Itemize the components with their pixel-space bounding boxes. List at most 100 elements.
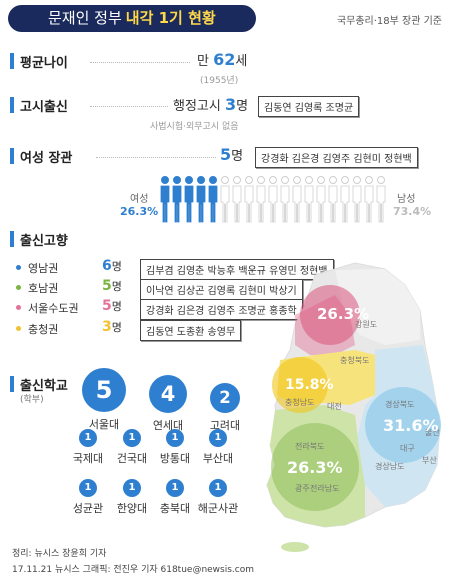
school-name: 서울대: [88, 418, 120, 431]
map-label: 전라남도: [310, 483, 339, 493]
hometown-region: 영남권: [28, 262, 59, 275]
hometown-count-unit: 명: [111, 260, 122, 273]
bubble-capital: [300, 285, 360, 345]
women-number: 5: [220, 145, 232, 164]
header-note: 국무총리·18부 장관 기준: [336, 16, 442, 27]
school-sub: (학부): [20, 395, 44, 405]
hometown-count: 3명: [102, 319, 122, 335]
exam-value: 행정고시 3명: [173, 95, 248, 114]
age-sub: (1955년): [200, 76, 239, 86]
hometown-dot: [16, 285, 21, 290]
exam-label: 고시출신: [20, 100, 68, 115]
hometown-count-number: 3: [102, 319, 112, 335]
exam-prefix: 행정고시: [173, 99, 225, 114]
school-count-circle: 1: [166, 479, 184, 497]
map-label: 충청남도: [285, 398, 314, 407]
map-label: 충청북도: [340, 356, 369, 365]
divider: [96, 157, 216, 158]
hometown-region: 호남권: [28, 282, 59, 295]
female-figure: [196, 176, 206, 223]
male-figure: [316, 176, 326, 223]
hometown-count: 5명: [102, 278, 122, 294]
age-prefix: 만: [197, 54, 214, 69]
school-count-circle: 1: [79, 479, 97, 497]
section-marker: [10, 148, 14, 164]
hometown-count-unit: 명: [111, 300, 122, 313]
footer-credit: 정리: 뉴시스 장윤희 기자: [12, 549, 107, 559]
korea-map: 강원도 충청북도 대전 경상북도 대구 경상남도 울산 부산 전라북도 전라남도…: [266, 262, 441, 552]
map-label: 강원도: [355, 319, 377, 329]
map-label: 경상북도: [385, 399, 414, 409]
age-label: 평균나이: [20, 56, 68, 71]
hometown-region: 충청권: [28, 323, 59, 336]
male-pct: 73.4%: [393, 205, 432, 218]
women-suffix: 명: [231, 149, 244, 164]
female-figure: [160, 176, 170, 223]
hometown-count-number: 5: [102, 298, 112, 314]
women-label: 여성 장관: [20, 151, 73, 166]
divider: [90, 106, 168, 107]
male-label: 남성: [397, 194, 416, 205]
map-label: 광주: [295, 483, 310, 493]
hometown-region: 서울수도권: [28, 302, 79, 315]
age-number: 62: [213, 50, 236, 69]
female-pct: 26.3%: [120, 205, 159, 218]
bubble-yeongnam: [365, 387, 441, 463]
hometown-count-unit: 명: [111, 321, 122, 334]
women-names: 강경화 김은경 김영주 김현미 정현백: [255, 147, 418, 168]
female-figure: [184, 176, 194, 223]
map-label: 전라북도: [295, 441, 324, 451]
male-figure: [244, 176, 254, 223]
title-banner: 문재인 정부 내각 1기 현황: [8, 5, 256, 32]
male-figure: [328, 176, 338, 223]
school-count-circle: 5: [82, 368, 126, 412]
male-figure: [352, 176, 362, 223]
male-figure: [256, 176, 266, 223]
school-count-circle: 1: [209, 429, 227, 447]
map-pct-yeongnam: 31.6%: [383, 416, 439, 435]
exam-names: 김동연 김영록 조명균: [258, 96, 360, 117]
hometown-count: 5명: [102, 298, 122, 314]
male-figure: [340, 176, 350, 223]
title-prefix: 문재인 정부: [48, 9, 122, 27]
age-value: 만 62세: [197, 50, 247, 69]
school-count-circle: 1: [209, 479, 227, 497]
male-figure: [292, 176, 302, 223]
school-count-circle: 1: [166, 429, 184, 447]
hometown-dot: [16, 326, 21, 331]
map-pct-chungcheong: 15.8%: [285, 377, 334, 393]
map-label: 대구: [400, 444, 415, 453]
female-figure: [172, 176, 182, 223]
map-label: 대전: [327, 401, 342, 411]
school-name: 연세대: [152, 419, 184, 432]
exam-sub: 사법시험·외무고시 없음: [150, 122, 239, 132]
footer-graphic: 17.11.21 뉴시스 그래픽: 전진우 기자 618tue@newsis.c…: [12, 565, 255, 575]
hometown-dot: [16, 305, 21, 310]
school-count-circle: 4: [149, 375, 187, 413]
gender-pictogram: [160, 176, 386, 223]
exam-number: 3: [224, 95, 237, 114]
female-figure: [208, 176, 218, 223]
male-figure: [280, 176, 290, 223]
school-label: 출신학교: [20, 379, 68, 394]
school-name: 방통대: [159, 452, 191, 465]
male-figure: [376, 176, 386, 223]
male-figure: [220, 176, 230, 223]
exam-suffix: 명: [236, 99, 249, 114]
bubble-honam: [271, 423, 359, 511]
school-name: 국제대: [72, 452, 104, 465]
section-marker: [10, 231, 14, 247]
school-name: 고려대: [209, 419, 241, 432]
school-name: 한양대: [116, 502, 148, 515]
school-name: 건국대: [116, 452, 148, 465]
school-name: 해군사관: [197, 502, 239, 515]
hometown-count-number: 5: [102, 278, 112, 294]
bubble-chungcheong: [272, 357, 328, 413]
hometown-names: 김동연 도종환 송영무: [140, 320, 242, 341]
map-label: 경상남도: [375, 461, 404, 471]
school-name: 성균관: [72, 502, 104, 515]
school-count-circle: 1: [79, 429, 97, 447]
women-value: 5명: [220, 145, 243, 164]
female-label: 여성: [130, 194, 149, 205]
male-figure: [304, 176, 314, 223]
